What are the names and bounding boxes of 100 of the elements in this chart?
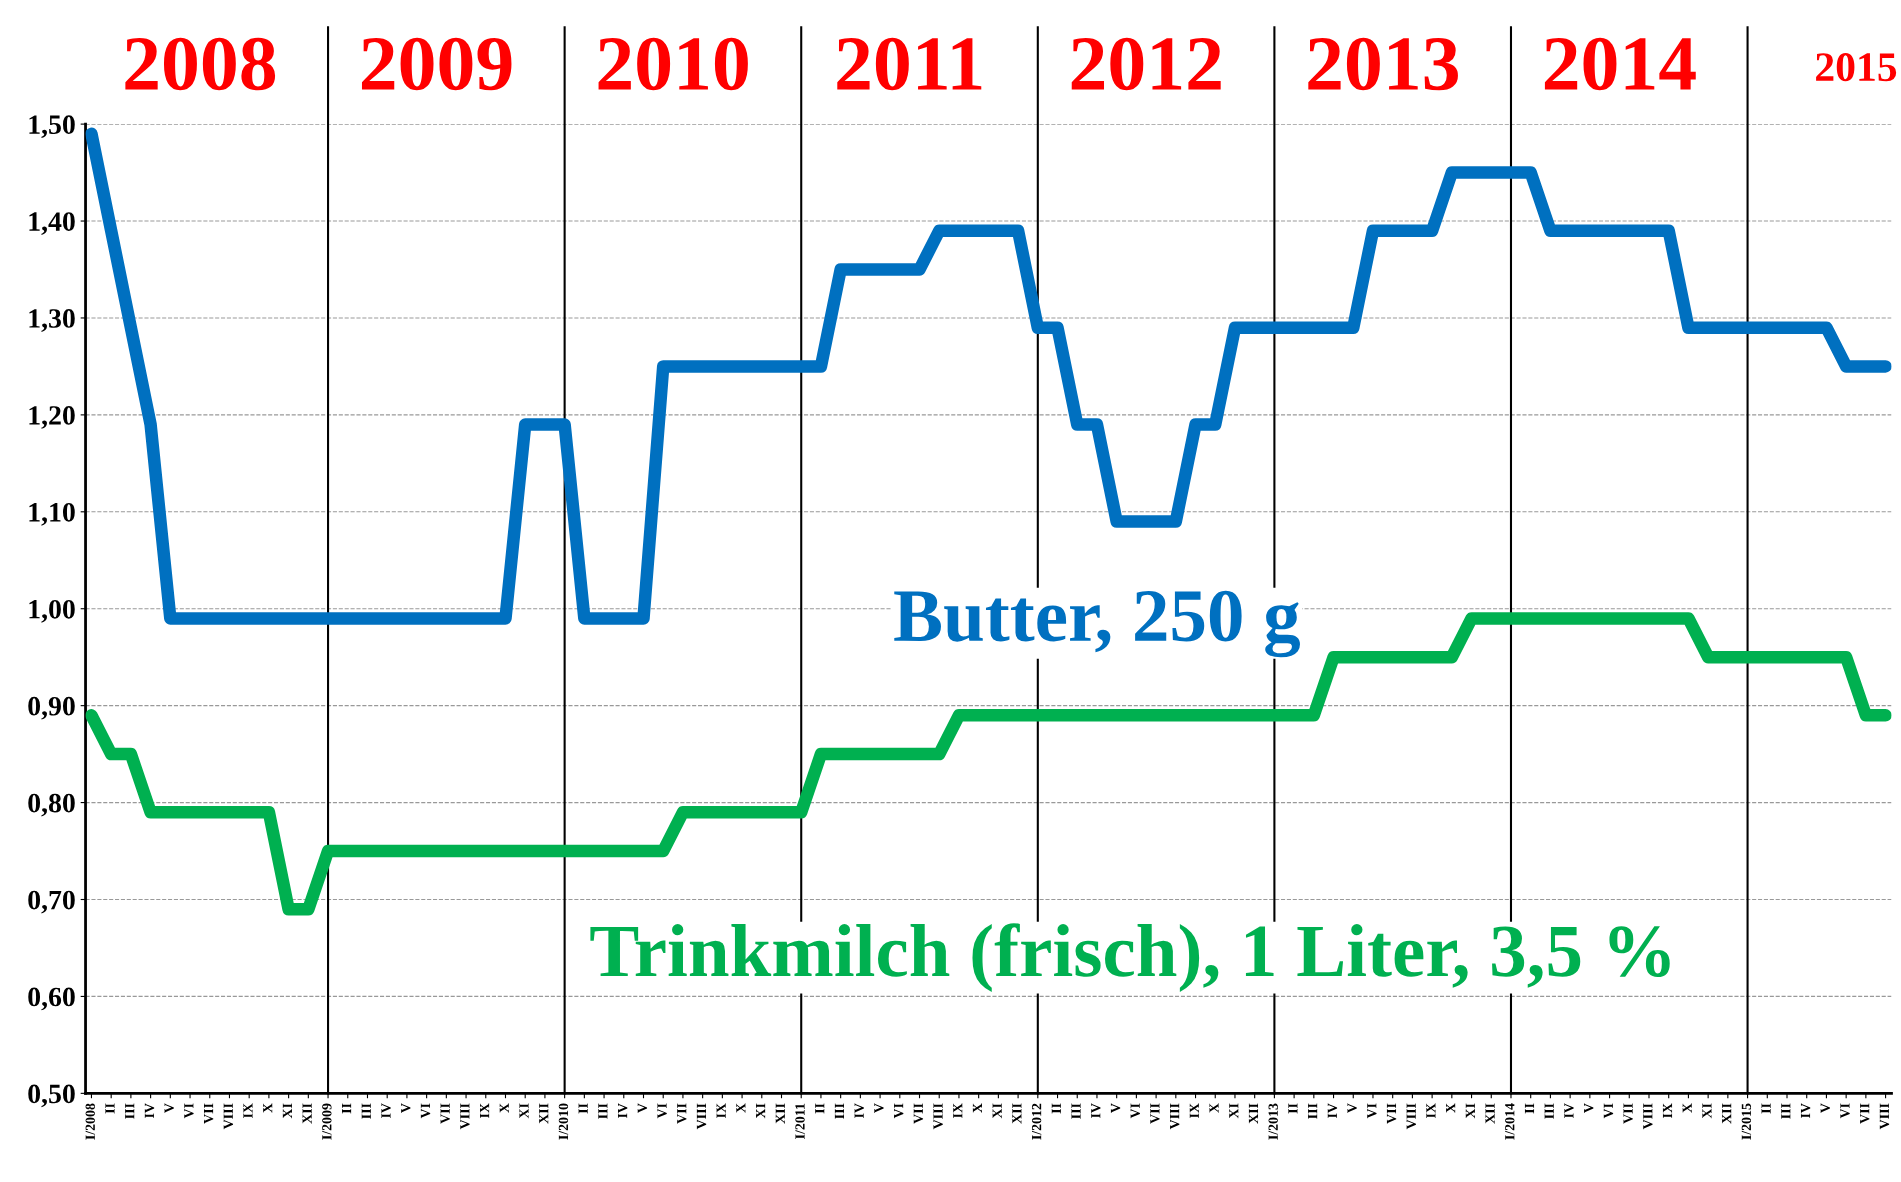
x-tick-label: XI	[992, 1103, 1002, 1119]
x-tick-label: XII	[1722, 1103, 1732, 1124]
x-tick-label: I/2012	[1031, 1103, 1042, 1140]
x-tick-label: XI	[1229, 1103, 1239, 1119]
x-tick-label: VII	[677, 1103, 687, 1124]
x-tick-label: II	[1051, 1103, 1061, 1114]
x-tick-label: XI	[519, 1103, 529, 1119]
x-tick-label: V	[637, 1103, 648, 1113]
x-tick-label: III	[1071, 1103, 1081, 1119]
x-tick-label: VI	[184, 1103, 194, 1119]
text: 2011	[837, 37, 982, 91]
x-tick-label: I/2014	[1505, 1103, 1515, 1140]
x-tick-label: V	[1347, 1103, 1357, 1113]
y-tick-label: 1,40	[29, 212, 75, 235]
x-tick-label: V	[1584, 1103, 1594, 1113]
x-tick-label: VII	[204, 1103, 214, 1124]
text: 2014	[1544, 37, 1696, 91]
x-tick-label: IX	[1189, 1103, 1199, 1119]
x-tick-label: VIII	[1643, 1103, 1653, 1130]
x-tick-label: XII	[1485, 1103, 1495, 1124]
text: 2008	[125, 37, 276, 91]
x-tick-label: X	[263, 1103, 273, 1113]
x-tick-label: IV	[854, 1103, 864, 1119]
y-tick-label: 0,70	[28, 890, 75, 914]
series-label: Trinkmilch (frisch), 1 Liter, 3,5 %	[590, 923, 1670, 993]
x-tick-label: II	[342, 1103, 352, 1114]
x-tick-label: I/2015	[1741, 1103, 1752, 1140]
x-tick-label: VI	[1603, 1103, 1614, 1119]
x-tick-label: IV	[144, 1103, 155, 1119]
x-tick-label: III	[834, 1103, 844, 1119]
text: 2009	[361, 37, 512, 91]
y-tick-label: 1,10	[29, 502, 75, 526]
x-tick-label: VI	[1840, 1103, 1850, 1119]
y-tick-label: 0,80	[28, 793, 75, 817]
x-tick-label: I/2011	[795, 1103, 805, 1139]
x-tick-label: VII	[1860, 1103, 1870, 1124]
x-tick-label: IV	[1091, 1103, 1101, 1119]
x-tick-label: X	[972, 1103, 982, 1113]
x-tick-label: III	[598, 1103, 608, 1119]
y-tick-label: 1,50	[29, 115, 75, 139]
x-tick-label: IX	[953, 1103, 963, 1119]
x-tick-label: XII	[775, 1103, 785, 1124]
x-tick-label: IX	[1426, 1103, 1436, 1119]
x-tick-label: XII	[1012, 1103, 1022, 1124]
x-tick-label: VI	[1130, 1103, 1140, 1119]
x-tick-label: II	[1524, 1103, 1535, 1114]
y-tick-label: 1,30	[29, 309, 75, 332]
x-tick-label: III	[361, 1103, 371, 1119]
x-tick-label: VIII	[1170, 1103, 1180, 1130]
x-tick-label: VII	[913, 1103, 924, 1124]
x-tick-label: XI	[756, 1103, 766, 1119]
x-tick-label: VI	[657, 1103, 667, 1119]
y-tick-label: 1,20	[29, 406, 75, 429]
x-tick-label: XII	[539, 1103, 549, 1124]
x-tick-label: VII	[1623, 1103, 1633, 1124]
x-tick-label: IX	[480, 1103, 490, 1119]
x-tick-label: VIII	[223, 1103, 234, 1130]
x-tick-label: V	[1820, 1103, 1830, 1113]
x-tick-label: X	[1446, 1103, 1456, 1113]
x-tick-label: VIII	[933, 1103, 943, 1130]
x-tick-label: III	[1308, 1103, 1318, 1119]
text: 2012	[1071, 37, 1221, 91]
x-tick-label: XI	[1465, 1103, 1475, 1119]
x-tick-label: I/2013	[1268, 1103, 1278, 1140]
x-tick-label: II	[1288, 1103, 1298, 1114]
x-tick-label: II	[105, 1103, 115, 1114]
x-tick-label: IV	[1327, 1103, 1338, 1119]
y-tick-label: 0,60	[28, 987, 75, 1011]
x-tick-label: IV	[1564, 1103, 1574, 1119]
x-tick-label: VI	[1367, 1103, 1377, 1119]
x-tick-label: VIII	[696, 1103, 707, 1130]
x-tick-label: VII	[440, 1103, 450, 1124]
x-tick-label: IV	[618, 1103, 628, 1119]
y-tick-label: 0,90	[28, 696, 75, 720]
x-tick-label: I/2008	[85, 1103, 95, 1140]
x-tick-label: IX	[243, 1103, 253, 1119]
x-tick-label: V	[164, 1103, 174, 1113]
x-tick-label: IX	[716, 1103, 726, 1119]
x-tick-label: VII	[1150, 1103, 1160, 1124]
x-tick-label: I/2010	[558, 1103, 569, 1140]
x-tick-label: XII	[1248, 1103, 1259, 1124]
y-tick-label: 1,00	[29, 599, 75, 623]
series-label: Butter, 250 g	[894, 590, 1300, 658]
x-tick-label: IX	[1662, 1103, 1673, 1119]
x-tick-label: II	[578, 1103, 588, 1114]
x-tick-label: VI	[420, 1103, 431, 1119]
x-tick-label: VII	[1386, 1103, 1397, 1124]
x-tick-label: VIII	[460, 1103, 470, 1130]
text: 2013	[1308, 37, 1458, 91]
x-tick-label: IV	[381, 1103, 391, 1119]
x-tick-label: VI	[894, 1103, 904, 1119]
x-tick-label: V	[401, 1103, 411, 1113]
x-tick-label: VIII	[1406, 1103, 1416, 1130]
x-tick-label: XI	[282, 1103, 292, 1119]
x-tick-label: V	[1110, 1103, 1121, 1113]
x-tick-label: X	[499, 1103, 509, 1113]
x-tick-label: VIII	[1879, 1103, 1890, 1130]
x-tick-label: I/2009	[322, 1103, 332, 1140]
x-tick-label: III	[1544, 1103, 1554, 1119]
x-tick-label: XI	[1702, 1103, 1712, 1119]
